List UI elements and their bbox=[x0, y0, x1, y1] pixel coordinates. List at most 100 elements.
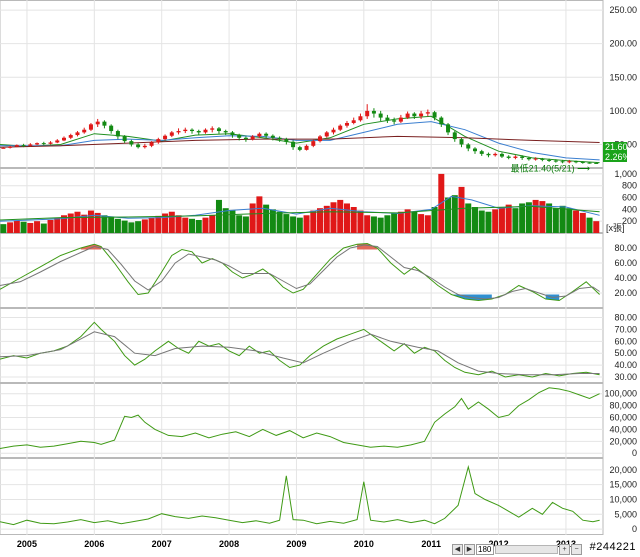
volume-bar[interactable] bbox=[546, 203, 553, 233]
candle-body[interactable] bbox=[95, 121, 100, 125]
candle-body[interactable] bbox=[297, 147, 302, 150]
candle-body[interactable] bbox=[1, 147, 6, 149]
candle-body[interactable] bbox=[594, 162, 599, 164]
candle-body[interactable] bbox=[493, 153, 498, 156]
volume-bar[interactable] bbox=[364, 215, 371, 233]
volume-bar[interactable] bbox=[20, 221, 27, 233]
candle-body[interactable] bbox=[385, 117, 390, 121]
volume-bar[interactable] bbox=[485, 211, 492, 233]
volume-bar[interactable] bbox=[310, 210, 317, 233]
candle-body[interactable] bbox=[472, 148, 477, 152]
candle-body[interactable] bbox=[567, 161, 572, 163]
candle-body[interactable] bbox=[68, 135, 73, 138]
candle-body[interactable] bbox=[452, 132, 457, 140]
period-input[interactable]: 180 bbox=[476, 543, 494, 555]
volume-bar[interactable] bbox=[478, 210, 485, 233]
volume-bar[interactable] bbox=[168, 211, 175, 233]
candle-body[interactable] bbox=[432, 112, 437, 118]
volume-bar[interactable] bbox=[370, 216, 377, 233]
candle-body[interactable] bbox=[216, 128, 221, 132]
volume-bar[interactable] bbox=[34, 221, 41, 233]
volume-bar[interactable] bbox=[54, 217, 61, 233]
volume-bar[interactable] bbox=[195, 220, 202, 233]
volume-bar[interactable] bbox=[27, 222, 34, 233]
candle-body[interactable] bbox=[486, 153, 491, 156]
volume-bar[interactable] bbox=[94, 212, 101, 233]
volume-bar[interactable] bbox=[108, 216, 115, 233]
volume-bar[interactable] bbox=[114, 218, 121, 233]
chart-scrollbar[interactable] bbox=[495, 544, 558, 554]
candle-body[interactable] bbox=[378, 113, 383, 118]
candle-body[interactable] bbox=[533, 158, 538, 160]
candle-body[interactable] bbox=[479, 151, 484, 154]
candle-body[interactable] bbox=[425, 112, 430, 114]
volume-bar[interactable] bbox=[465, 203, 472, 233]
volume-bar[interactable] bbox=[566, 208, 573, 233]
candle-body[interactable] bbox=[446, 124, 451, 133]
candle-body[interactable] bbox=[466, 144, 471, 149]
candle-body[interactable] bbox=[553, 160, 558, 162]
scroll-left-button[interactable]: ◀ bbox=[452, 543, 463, 555]
volume-bar[interactable] bbox=[593, 221, 600, 233]
candle-body[interactable] bbox=[210, 128, 215, 130]
candle-body[interactable] bbox=[324, 132, 329, 137]
volume-bar[interactable] bbox=[357, 210, 364, 233]
candle-body[interactable] bbox=[419, 113, 424, 117]
volume-bar[interactable] bbox=[263, 204, 270, 233]
candle-body[interactable] bbox=[270, 135, 275, 138]
candle-body[interactable] bbox=[392, 120, 397, 122]
volume-bar[interactable] bbox=[350, 207, 357, 233]
candle-body[interactable] bbox=[351, 120, 356, 123]
candle-body[interactable] bbox=[587, 162, 592, 164]
volume-bar[interactable] bbox=[101, 215, 108, 233]
candle-body[interactable] bbox=[513, 156, 518, 158]
volume-bar[interactable] bbox=[303, 215, 310, 233]
candle-body[interactable] bbox=[8, 146, 13, 148]
candle-body[interactable] bbox=[526, 157, 531, 160]
candle-body[interactable] bbox=[102, 121, 107, 126]
volume-bar[interactable] bbox=[519, 203, 526, 233]
candle-body[interactable] bbox=[28, 144, 33, 146]
volume-bar[interactable] bbox=[397, 211, 404, 233]
volume-bar[interactable] bbox=[175, 215, 182, 233]
candle-body[interactable] bbox=[371, 110, 376, 114]
volume-bar[interactable] bbox=[135, 221, 142, 233]
candle-body[interactable] bbox=[169, 132, 174, 136]
volume-bar[interactable] bbox=[236, 215, 243, 233]
volume-bar[interactable] bbox=[418, 214, 425, 233]
volume-bar[interactable] bbox=[532, 199, 539, 233]
candle-body[interactable] bbox=[499, 153, 504, 157]
volume-bar[interactable] bbox=[67, 213, 74, 234]
candle-body[interactable] bbox=[439, 117, 444, 125]
volume-bar[interactable] bbox=[182, 217, 189, 233]
candle-body[interactable] bbox=[560, 161, 565, 163]
candle-body[interactable] bbox=[338, 125, 343, 130]
candle-body[interactable] bbox=[129, 141, 134, 145]
volume-bar[interactable] bbox=[445, 197, 452, 233]
zoom-in-button[interactable]: + bbox=[559, 543, 570, 555]
candle-body[interactable] bbox=[547, 159, 552, 161]
candle-body[interactable] bbox=[230, 132, 235, 136]
candle-body[interactable] bbox=[237, 135, 242, 138]
candle-body[interactable] bbox=[196, 131, 201, 133]
volume-bar[interactable] bbox=[215, 199, 222, 233]
volume-bar[interactable] bbox=[209, 215, 216, 233]
candle-body[interactable] bbox=[243, 137, 248, 140]
volume-bar[interactable] bbox=[424, 215, 431, 233]
volume-bar[interactable] bbox=[47, 220, 54, 233]
volume-bar[interactable] bbox=[451, 195, 458, 233]
candle-body[interactable] bbox=[459, 139, 464, 145]
volume-bar[interactable] bbox=[411, 211, 418, 233]
candle-body[interactable] bbox=[35, 143, 40, 145]
candle-body[interactable] bbox=[75, 132, 80, 136]
candle-body[interactable] bbox=[506, 156, 511, 158]
volume-bar[interactable] bbox=[586, 217, 593, 233]
volume-bar[interactable] bbox=[40, 223, 47, 233]
volume-bar[interactable] bbox=[330, 202, 337, 233]
volume-bar[interactable] bbox=[573, 210, 580, 233]
volume-bar[interactable] bbox=[7, 222, 14, 233]
candle-body[interactable] bbox=[318, 136, 323, 142]
candle-body[interactable] bbox=[122, 136, 127, 142]
volume-bar[interactable] bbox=[229, 210, 236, 233]
